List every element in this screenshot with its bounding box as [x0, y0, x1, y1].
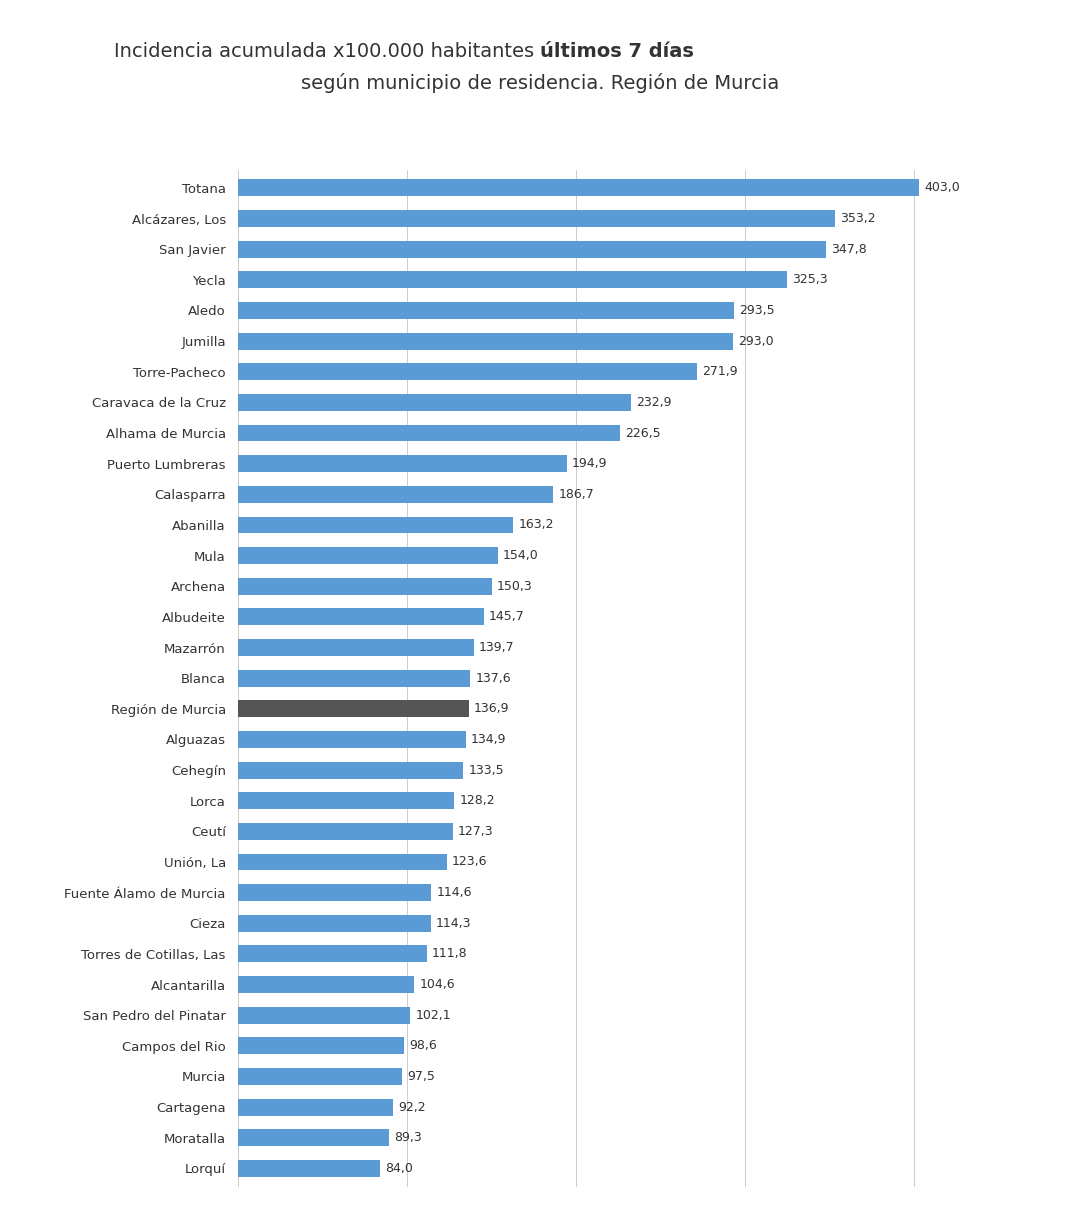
Bar: [238, 1006, 410, 1023]
Text: 293,5: 293,5: [739, 304, 774, 317]
Bar: [238, 271, 787, 288]
Bar: [238, 425, 621, 442]
Text: 347,8: 347,8: [831, 242, 866, 256]
Text: 194,9: 194,9: [572, 458, 608, 470]
Text: 154,0: 154,0: [503, 549, 539, 562]
Text: 133,5: 133,5: [469, 764, 504, 776]
Bar: [238, 394, 632, 411]
Text: 111,8: 111,8: [432, 947, 468, 960]
Text: Incidencia acumulada x100.000 habitantes: Incidencia acumulada x100.000 habitantes: [113, 42, 540, 62]
Text: 102,1: 102,1: [416, 1009, 450, 1022]
Text: 186,7: 186,7: [558, 488, 594, 501]
Bar: [238, 1038, 404, 1055]
Text: 137,6: 137,6: [475, 672, 511, 684]
Text: 163,2: 163,2: [518, 518, 554, 532]
Bar: [238, 1068, 403, 1085]
Bar: [238, 1160, 379, 1177]
Bar: [238, 179, 919, 196]
Text: 92,2: 92,2: [399, 1101, 427, 1114]
Bar: [238, 333, 733, 350]
Text: 128,2: 128,2: [459, 794, 495, 808]
Bar: [238, 792, 455, 809]
Bar: [238, 1098, 393, 1115]
Text: 325,3: 325,3: [793, 274, 828, 286]
Bar: [238, 486, 553, 503]
Bar: [238, 762, 463, 779]
Text: 403,0: 403,0: [923, 182, 960, 195]
Text: 134,9: 134,9: [471, 733, 507, 746]
Bar: [238, 823, 453, 839]
Bar: [238, 211, 835, 226]
Text: 145,7: 145,7: [489, 610, 525, 624]
Text: 293,0: 293,0: [738, 334, 773, 348]
Bar: [238, 854, 446, 871]
Text: 353,2: 353,2: [840, 212, 876, 225]
Bar: [238, 547, 498, 564]
Bar: [238, 884, 431, 901]
Text: según municipio de residencia. Región de Murcia: según municipio de residencia. Región de…: [301, 73, 779, 93]
Bar: [238, 363, 698, 380]
Bar: [238, 241, 825, 258]
Text: últimos 7 días: últimos 7 días: [540, 42, 693, 62]
Text: 271,9: 271,9: [702, 366, 738, 378]
Text: 232,9: 232,9: [636, 396, 672, 409]
Text: 123,6: 123,6: [451, 855, 487, 868]
Bar: [238, 608, 484, 625]
Bar: [238, 639, 474, 656]
Text: 139,7: 139,7: [478, 641, 514, 654]
Text: 84,0: 84,0: [384, 1161, 413, 1175]
Text: 98,6: 98,6: [409, 1039, 437, 1052]
Bar: [238, 517, 513, 533]
Bar: [238, 578, 491, 595]
Bar: [238, 914, 431, 931]
Text: 150,3: 150,3: [497, 580, 532, 592]
Bar: [238, 946, 427, 963]
Bar: [238, 302, 733, 318]
Bar: [238, 731, 465, 748]
Text: 114,6: 114,6: [436, 886, 472, 899]
Text: 127,3: 127,3: [458, 825, 494, 838]
Bar: [238, 700, 469, 717]
Bar: [238, 455, 567, 472]
Text: 89,3: 89,3: [393, 1131, 421, 1144]
Bar: [238, 1130, 389, 1146]
Text: 114,3: 114,3: [436, 917, 471, 930]
Text: 226,5: 226,5: [625, 426, 661, 440]
Bar: [238, 670, 470, 687]
Text: 104,6: 104,6: [419, 978, 455, 991]
Bar: [238, 976, 415, 993]
Text: 97,5: 97,5: [407, 1071, 435, 1083]
Text: 136,9: 136,9: [474, 702, 510, 716]
